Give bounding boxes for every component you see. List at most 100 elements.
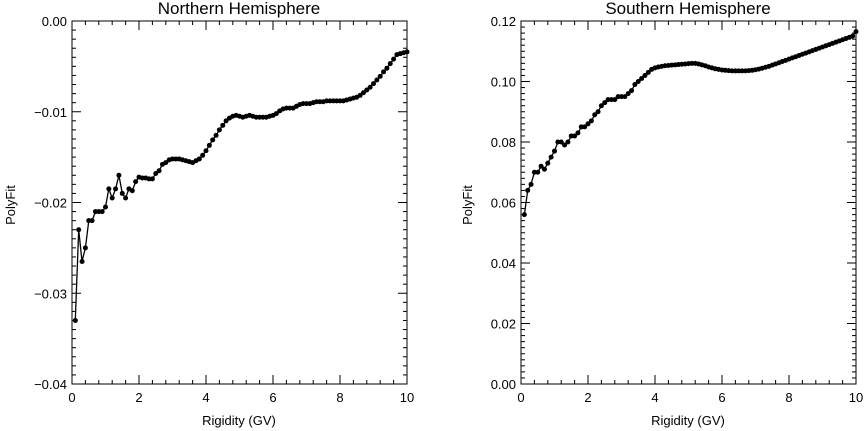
data-point xyxy=(79,258,85,264)
x-tick-label: 0 xyxy=(68,390,75,405)
axis-ticks xyxy=(71,20,408,385)
y-tick-label: 0.02 xyxy=(491,317,516,332)
data-point xyxy=(119,190,125,196)
data-point xyxy=(360,90,366,96)
data-point xyxy=(149,176,155,182)
data-point xyxy=(602,100,608,106)
data-point xyxy=(391,56,397,62)
data-point xyxy=(123,195,129,201)
chart-northern-hemisphere: Northern Hemisphere Rigidity (GV) PolyFi… xyxy=(3,0,414,428)
x-axis-label: Rigidity (GV) xyxy=(202,413,276,428)
data-point xyxy=(592,112,598,118)
x-tick-label: 10 xyxy=(400,390,414,405)
series-line xyxy=(523,31,857,215)
x-tick-label: 8 xyxy=(336,390,343,405)
x-axis-label: Rigidity (GV) xyxy=(651,413,725,428)
data-point xyxy=(541,166,547,172)
data-point xyxy=(377,73,383,79)
y-tick-label: 0.00 xyxy=(42,14,67,29)
data-point xyxy=(200,152,206,158)
data-point xyxy=(639,75,645,81)
data-point xyxy=(113,186,119,192)
x-tick-label: 0 xyxy=(517,390,524,405)
data-point xyxy=(558,139,564,145)
data-point xyxy=(223,118,229,124)
y-tick-label: 0.10 xyxy=(491,75,516,90)
data-point xyxy=(99,209,105,215)
x-tick-label: 4 xyxy=(651,390,658,405)
axis-tick-labels: 0 2 4 6 8 10 −0.04 −0.03 −0.02 −0.01 0.00 xyxy=(34,14,414,405)
data-point xyxy=(364,87,370,93)
data-point xyxy=(629,88,635,94)
y-tick-label: 0.04 xyxy=(491,256,516,271)
y-tick-label: −0.01 xyxy=(34,105,67,120)
y-tick-label: −0.04 xyxy=(34,377,67,392)
data-point xyxy=(575,130,581,136)
data-point xyxy=(357,92,363,98)
y-axis-label: PolyFit xyxy=(460,185,475,225)
series xyxy=(72,49,410,323)
plot-frame xyxy=(71,20,408,385)
data-point xyxy=(133,179,139,185)
data-point xyxy=(103,204,108,210)
data-point xyxy=(552,148,557,154)
data-point xyxy=(203,148,209,154)
data-point xyxy=(196,156,202,162)
x-tick-label: 10 xyxy=(849,390,863,405)
data-point xyxy=(642,72,648,78)
series-line xyxy=(74,51,408,321)
x-tick-label: 6 xyxy=(718,390,725,405)
y-tick-label: 0.12 xyxy=(491,14,516,29)
axis-tick-labels: 0 2 4 6 8 10 0.00 0.02 0.04 0.06 0.08 0.10 0.12 xyxy=(491,14,864,405)
data-point xyxy=(632,82,638,88)
y-tick-label: 0.00 xyxy=(491,377,516,392)
data-point xyxy=(76,227,82,233)
data-point xyxy=(612,97,618,103)
chart-southern-hemisphere: Southern Hemisphere Rigidity (GV) PolyFi… xyxy=(460,0,863,428)
data-point xyxy=(598,103,604,109)
chart-title: Southern Hemisphere xyxy=(605,0,770,18)
x-tick-label: 6 xyxy=(269,390,276,405)
data-point xyxy=(572,133,578,139)
data-point xyxy=(371,81,376,87)
data-point xyxy=(367,84,373,90)
y-tick-label: 0.08 xyxy=(491,135,516,150)
data-point xyxy=(210,137,216,143)
plot-frame xyxy=(520,20,857,385)
data-point xyxy=(625,91,631,97)
data-point xyxy=(156,168,162,174)
data-point xyxy=(387,61,393,67)
data-point xyxy=(106,186,112,192)
x-tick-label: 8 xyxy=(785,390,792,405)
data-point xyxy=(521,212,527,218)
data-point xyxy=(538,163,544,169)
x-tick-label: 4 xyxy=(202,390,209,405)
data-point xyxy=(565,139,571,145)
x-tick-label: 2 xyxy=(135,390,142,405)
data-point xyxy=(622,94,628,100)
y-tick-label: −0.02 xyxy=(34,196,67,211)
data-point xyxy=(384,65,390,71)
data-point xyxy=(635,79,641,84)
series xyxy=(521,29,859,218)
data-point xyxy=(548,154,554,160)
data-point xyxy=(273,111,279,117)
data-point xyxy=(850,33,856,39)
data-point xyxy=(89,218,95,224)
data-point xyxy=(153,170,159,176)
data-point xyxy=(588,118,594,124)
y-tick-label: −0.03 xyxy=(34,286,67,301)
data-point xyxy=(545,160,551,166)
data-point xyxy=(220,122,226,128)
x-tick-label: 2 xyxy=(584,390,591,405)
data-point xyxy=(585,121,591,127)
y-tick-label: 0.06 xyxy=(491,196,516,211)
data-point xyxy=(525,187,531,193)
data-point xyxy=(109,195,115,201)
axis-ticks xyxy=(520,20,857,385)
chart-title: Northern Hemisphere xyxy=(158,0,321,18)
data-point xyxy=(582,124,588,130)
data-point xyxy=(129,188,135,194)
data-point xyxy=(381,69,387,75)
